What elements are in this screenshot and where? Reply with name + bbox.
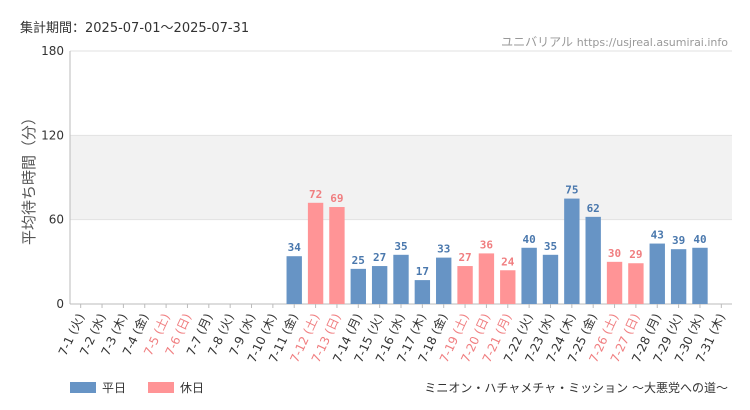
bar [457,266,473,304]
y-tick-label: 180 [41,44,64,58]
bar-value-label: 43 [651,229,664,242]
bar [350,268,366,304]
period-label: 集計期間：2025-07-01〜2025-07-31 [20,21,250,36]
bar [628,263,644,304]
bar-value-label: 39 [672,234,685,247]
bar [585,216,601,304]
bar [670,249,687,304]
legend-weekday-swatch [70,382,96,393]
chart-legend: 平日 休日 [70,379,204,396]
y-tick-label: 60 [49,213,64,227]
bar-value-label: 69 [330,192,343,205]
bar [649,243,665,304]
bar-value-label: 40 [523,233,536,246]
bar [307,202,324,304]
bar [393,254,409,304]
site-credit: ユニバリアル https://usjreal.asumirai.info [501,33,728,50]
bar [414,280,431,304]
legend-holiday-label: 休日 [180,381,205,395]
bar-value-label: 62 [587,202,600,215]
attraction-name: ミニオン・ハチャメチャ・ミッション 〜大悪党への道〜 [424,381,728,395]
bar [329,207,345,304]
grid-band [70,135,732,220]
site-url: https://usjreal.asumirai.info [576,36,728,49]
bar [371,266,388,304]
legend-weekday-label: 平日 [102,381,127,395]
bar-value-label: 25 [352,254,365,267]
bar [478,253,495,304]
bar-value-label: 24 [501,255,515,268]
legend-holiday[interactable]: 休日 [148,379,204,396]
site-name: ユニバリアル [501,35,573,49]
legend-weekday[interactable]: 平日 [70,379,126,396]
bar-value-label: 36 [480,238,494,251]
bar-value-label: 30 [608,247,621,260]
bar-value-label: 35 [544,240,557,253]
bar [500,270,516,304]
bar-value-label: 75 [565,184,578,197]
bar-value-label: 29 [629,248,642,261]
bar-value-label: 35 [394,240,407,253]
y-tick-label: 120 [41,128,64,142]
legend-holiday-swatch [148,382,175,393]
bar-value-label: 27 [458,251,471,264]
y-axis-title: 平均待ち時間（分） [20,110,38,245]
bar-value-label: 40 [693,233,706,246]
bar [286,256,302,304]
bar [542,254,559,304]
bar-value-label: 72 [309,188,322,201]
bar [436,257,452,304]
bar [692,247,708,304]
bar-value-label: 34 [288,241,302,254]
bar-value-label: 27 [373,251,386,264]
bar [521,247,537,304]
y-tick-label: 0 [56,297,64,311]
bar [606,261,623,304]
bar [564,198,580,304]
bar-value-label: 17 [416,265,429,278]
bar-value-label: 33 [437,243,450,256]
